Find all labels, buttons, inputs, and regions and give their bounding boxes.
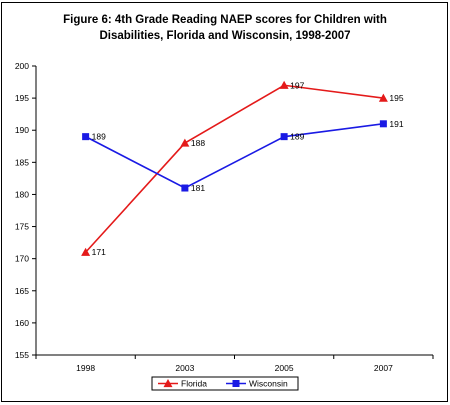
data-label-florida: 197 [290,80,304,90]
y-axis-ticks: 155 160 165 170 175 180 185 190 195 200 [15,61,36,360]
legend-marker-florida [163,379,173,388]
data-point-wisconsin [181,184,189,192]
series-line-florida [85,84,384,253]
data-point-wisconsin [82,133,90,141]
data-label-wisconsin: 191 [389,119,403,129]
legend-box [151,376,299,391]
y-tick-label: 155 [15,350,29,360]
legend-label-wisconsin: Wisconsin [249,379,288,389]
chart-title-line-1: Figure 6: 4th Grade Reading NAEP scores … [63,14,387,26]
data-label-wisconsin: 181 [191,183,205,193]
chart-title-line-2: Disabilities, Florida and Wisconsin, 199… [99,30,351,42]
y-tick-label: 195 [15,93,29,103]
x-tick-label: 1998 [76,363,95,373]
series-wisconsin: 189 181 189 191 [82,119,404,193]
y-tick-label: 160 [15,318,29,328]
data-point-florida [378,93,388,102]
legend-marker-wisconsin [232,380,240,387]
data-label-florida: 188 [191,138,205,148]
y-tick-label: 175 [15,222,29,232]
data-point-florida [180,138,190,147]
series-line-wisconsin [85,123,384,189]
y-tick-label: 185 [15,157,29,167]
data-point-florida [279,80,289,89]
x-axis-ticks: 1998 2003 2005 2007 [35,355,434,373]
y-tick-label: 180 [15,189,29,199]
y-tick-label: 200 [15,61,29,71]
y-tick-label: 165 [15,286,29,296]
x-tick-label: 2007 [374,363,393,373]
data-label-wisconsin: 189 [92,132,106,142]
chart-title: Figure 6: 4th Grade Reading NAEP scores … [0,12,450,44]
data-point-wisconsin [379,120,387,128]
data-point-wisconsin [280,133,288,141]
data-label-wisconsin: 189 [290,132,304,142]
y-tick-label: 170 [15,254,29,264]
legend-label-florida: Florida [181,379,207,389]
x-tick-label: 2003 [175,363,194,373]
y-tick-label: 190 [15,125,29,135]
series-florida: 171 188 197 195 [81,80,404,257]
data-label-florida: 195 [389,93,403,103]
legend: Florida Wisconsin [151,376,299,391]
data-label-florida: 171 [92,247,106,257]
series-layer: 171 188 197 195 189 181 189 191 [81,80,404,257]
data-point-florida [81,247,91,256]
axes [35,66,433,356]
x-tick-label: 2005 [275,363,294,373]
